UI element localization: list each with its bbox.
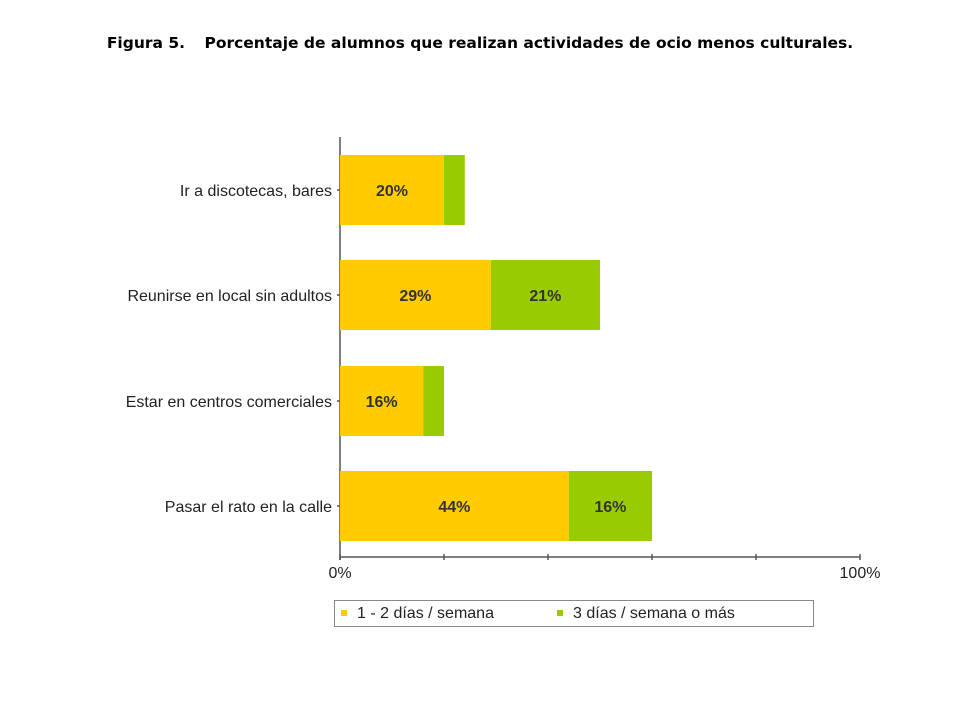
bar-segment-1 bbox=[340, 471, 569, 541]
bar-data-label: 29% bbox=[399, 288, 431, 305]
figure-title: Figura 5. Porcentaje de alumnos que real… bbox=[0, 34, 960, 52]
legend-swatch bbox=[341, 609, 347, 616]
bar-data-label: 20% bbox=[376, 183, 408, 200]
figure-caption: Porcentaje de alumnos que realizan activ… bbox=[204, 34, 854, 52]
legend-swatch bbox=[557, 609, 563, 616]
bar-segment-2 bbox=[423, 366, 444, 436]
bar-data-label: 16% bbox=[366, 394, 398, 411]
figure-number: Figura 5. bbox=[106, 34, 186, 52]
category-label: Reunirse en local sin adultos bbox=[127, 288, 332, 305]
x-tick-label-min: 0% bbox=[328, 565, 351, 582]
bar-segment-1 bbox=[340, 260, 491, 330]
category-label: Pasar el rato en la calle bbox=[165, 499, 332, 516]
chart-legend: 1 - 2 días / semana 3 días / semana o más bbox=[334, 600, 814, 627]
bar-segment-2 bbox=[490, 260, 600, 330]
legend-item-2: 3 días / semana o más bbox=[557, 601, 735, 628]
bar-data-label: 16% bbox=[594, 499, 626, 516]
x-tick-label-max: 100% bbox=[840, 565, 881, 582]
bar-segment-2 bbox=[444, 155, 465, 225]
bar-data-label: 44% bbox=[438, 499, 470, 516]
bar-segment-1 bbox=[340, 366, 424, 436]
category-label: Ir a discotecas, bares bbox=[180, 183, 332, 200]
legend-label: 1 - 2 días / semana bbox=[357, 605, 494, 622]
legend-label: 3 días / semana o más bbox=[573, 605, 735, 622]
bar-segment-2 bbox=[568, 471, 652, 541]
legend-item-1: 1 - 2 días / semana bbox=[341, 601, 494, 628]
category-label: Estar en centros comerciales bbox=[126, 394, 332, 411]
bar-segment-1 bbox=[340, 155, 444, 225]
bar-data-label: 21% bbox=[529, 288, 561, 305]
